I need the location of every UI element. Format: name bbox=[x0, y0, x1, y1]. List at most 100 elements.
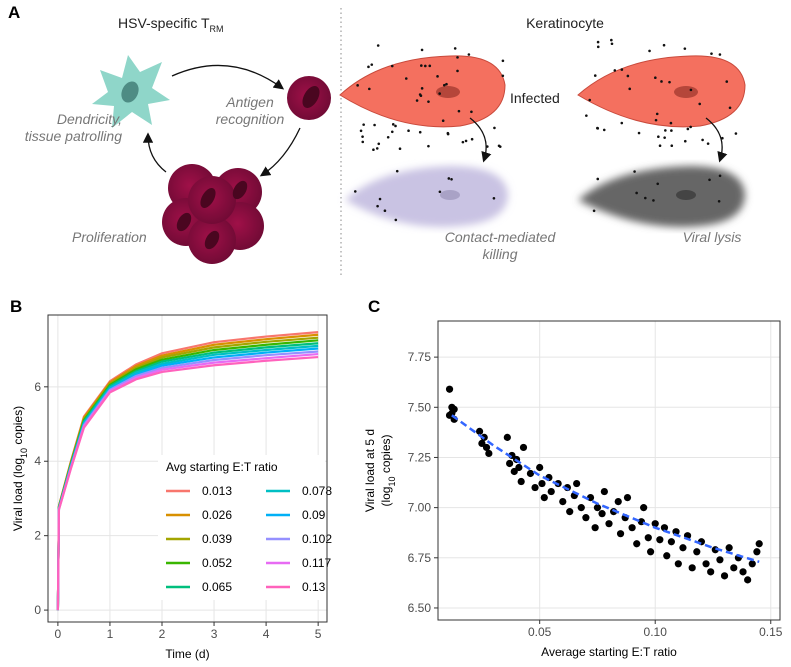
legend-label: 0.039 bbox=[202, 532, 232, 546]
virion bbox=[610, 42, 614, 46]
arrow bbox=[469, 117, 492, 163]
virion bbox=[376, 204, 379, 208]
virion bbox=[718, 53, 722, 56]
virion bbox=[438, 92, 441, 95]
plot-frame bbox=[47, 314, 328, 623]
virion bbox=[706, 142, 710, 145]
virion bbox=[683, 139, 687, 143]
point bbox=[519, 443, 528, 452]
virion bbox=[456, 69, 459, 73]
point bbox=[663, 552, 671, 560]
virion bbox=[373, 123, 376, 127]
virion bbox=[486, 145, 489, 148]
virion bbox=[628, 87, 632, 91]
virion bbox=[394, 124, 397, 128]
virion bbox=[461, 140, 465, 144]
point bbox=[651, 520, 659, 528]
virion bbox=[428, 64, 432, 68]
point bbox=[707, 568, 715, 576]
x-tick-label: 2 bbox=[159, 627, 166, 641]
point bbox=[445, 385, 454, 393]
point bbox=[725, 544, 733, 552]
point bbox=[586, 493, 595, 502]
point bbox=[753, 548, 761, 556]
virion bbox=[470, 137, 474, 141]
virion bbox=[596, 177, 600, 181]
virion bbox=[404, 77, 408, 80]
virion bbox=[420, 87, 424, 90]
y-axis-label: (log10 copies) bbox=[379, 434, 397, 506]
state-label: Infected bbox=[510, 90, 560, 106]
y-tick-label: 7.75 bbox=[408, 350, 432, 364]
virion bbox=[596, 40, 600, 44]
point bbox=[559, 498, 567, 506]
point bbox=[450, 405, 458, 413]
y-tick-label: 6.50 bbox=[408, 601, 432, 615]
y-tick-label: 6.75 bbox=[408, 551, 432, 565]
arrow bbox=[142, 132, 167, 173]
virion bbox=[456, 56, 459, 59]
virion bbox=[708, 178, 711, 182]
point bbox=[515, 463, 523, 472]
process-label: Dendricity, bbox=[57, 111, 122, 127]
point bbox=[646, 548, 655, 556]
point bbox=[614, 498, 622, 506]
arrow bbox=[705, 117, 728, 163]
virion bbox=[394, 218, 398, 222]
y-tick-label: 4 bbox=[34, 454, 41, 468]
nucleus bbox=[674, 86, 698, 98]
point bbox=[755, 540, 763, 548]
point bbox=[720, 572, 729, 580]
point bbox=[475, 427, 484, 435]
virion bbox=[493, 126, 496, 130]
nucleus bbox=[121, 81, 139, 103]
x-tick-label: 0.05 bbox=[528, 625, 552, 639]
x-axis-label: Average starting E:T ratio bbox=[541, 645, 677, 659]
virion bbox=[370, 63, 374, 66]
legend-label: 0.13 bbox=[302, 580, 326, 594]
point bbox=[623, 493, 632, 502]
point bbox=[600, 487, 608, 496]
x-axis-label: Time (d) bbox=[165, 647, 209, 661]
virion bbox=[593, 74, 597, 77]
point bbox=[591, 524, 599, 532]
point bbox=[598, 510, 606, 518]
virion bbox=[372, 148, 375, 152]
point bbox=[536, 463, 544, 472]
plot-frame bbox=[437, 320, 781, 621]
virion bbox=[398, 147, 402, 150]
virion bbox=[415, 99, 419, 102]
virion bbox=[701, 138, 704, 142]
virion bbox=[492, 196, 496, 200]
virion bbox=[375, 147, 379, 150]
legend-box bbox=[158, 455, 325, 600]
virion bbox=[663, 136, 666, 139]
virion bbox=[654, 118, 658, 122]
title-text: HSV-specific T bbox=[118, 15, 210, 31]
lysed-cell bbox=[578, 166, 745, 227]
point bbox=[667, 538, 675, 546]
virion bbox=[710, 52, 713, 55]
point bbox=[693, 548, 701, 556]
virion bbox=[656, 182, 660, 186]
virion bbox=[725, 80, 729, 83]
virion bbox=[418, 130, 422, 134]
virion bbox=[362, 123, 365, 126]
virion bbox=[683, 47, 687, 50]
x-tick-label: 0.10 bbox=[644, 625, 668, 639]
virion bbox=[376, 44, 380, 47]
x-tick-label: 4 bbox=[263, 627, 270, 641]
virion bbox=[652, 199, 655, 202]
point bbox=[616, 530, 625, 538]
t-cell-cluster bbox=[162, 164, 264, 264]
panel-title: HSV-specific TRM bbox=[118, 15, 224, 34]
point bbox=[485, 449, 493, 458]
y-axis-label-part: Viral load at 5 d bbox=[363, 429, 377, 512]
virion bbox=[689, 88, 693, 92]
virion bbox=[660, 80, 663, 83]
virion bbox=[717, 199, 721, 203]
virion bbox=[592, 209, 596, 213]
virion bbox=[728, 106, 732, 110]
point bbox=[531, 483, 539, 492]
point bbox=[573, 479, 581, 488]
